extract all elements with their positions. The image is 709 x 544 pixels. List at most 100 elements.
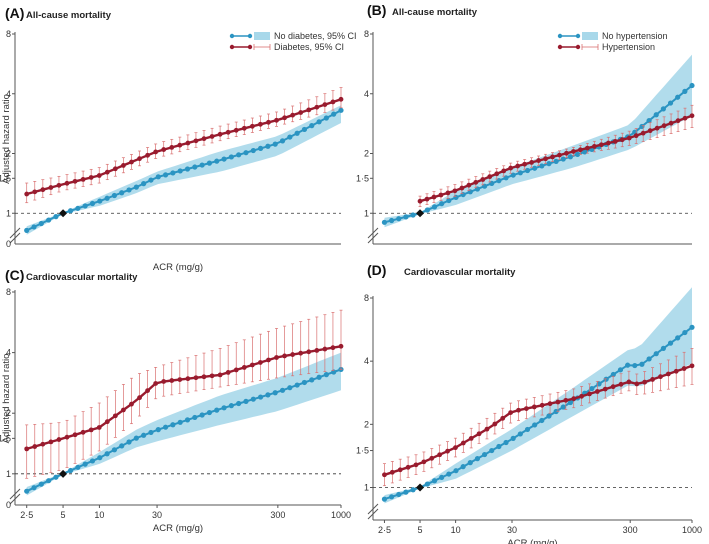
data-point [571, 149, 576, 154]
data-point [446, 471, 452, 477]
data-point [640, 130, 646, 136]
data-point [459, 185, 465, 191]
data-point [594, 389, 600, 394]
data-point [660, 106, 666, 112]
data-point [221, 156, 227, 162]
data-point [67, 208, 74, 214]
data-point [639, 123, 645, 130]
data-point [133, 184, 139, 190]
y-tick-label: 1 [364, 482, 369, 492]
y-tick-label: 8 [364, 29, 369, 39]
axis-break-mark [367, 508, 379, 520]
data-point [72, 432, 78, 438]
axis-break-mark [367, 503, 379, 515]
panel-label: (B) [367, 2, 386, 18]
data-point [619, 137, 625, 143]
data-point [177, 419, 183, 425]
reference-point-marker [416, 209, 425, 218]
legend-swatch-dot [575, 33, 581, 39]
data-point [170, 422, 176, 428]
reference-point-marker [416, 483, 425, 492]
x-axis-title: ACR (mg/g) [153, 262, 203, 273]
data-point [682, 115, 688, 121]
data-point [574, 151, 581, 157]
data-point [481, 451, 488, 458]
data-point [121, 407, 126, 413]
data-point [389, 217, 395, 224]
data-point [121, 163, 126, 168]
data-point [626, 135, 632, 141]
data-point [279, 387, 286, 393]
data-point [24, 446, 30, 452]
data-point [338, 107, 344, 113]
data-point [661, 123, 667, 129]
y-tick-label: 8 [6, 287, 11, 297]
data-point [474, 456, 481, 462]
x-tick-label: 2·5 [378, 525, 391, 535]
data-point [46, 217, 52, 223]
y-tick-label: 4 [364, 89, 369, 99]
data-point [330, 99, 336, 105]
data-point [453, 445, 458, 451]
panel-c: (C) Cardiovascular mortality 1 1·5 2 4 8 0 Adjus… [0, 267, 351, 534]
series-line [26, 345, 342, 451]
data-point [225, 129, 231, 135]
data-point [141, 432, 147, 438]
data-point [104, 195, 110, 201]
data-point [46, 478, 52, 484]
data-point [169, 378, 175, 383]
data-point [133, 435, 139, 441]
axis-break-mark [367, 232, 379, 244]
data-point [653, 112, 659, 118]
data-point [169, 144, 175, 150]
data-point [201, 136, 207, 142]
y-tick-label: 8 [364, 293, 369, 303]
data-point [250, 396, 256, 402]
data-point [539, 417, 545, 424]
data-point [338, 96, 344, 102]
data-point [330, 345, 336, 351]
data-point [137, 156, 142, 162]
data-point [97, 455, 103, 461]
data-point [126, 439, 132, 445]
data-point [658, 374, 663, 380]
data-point [453, 468, 459, 474]
series-line [384, 84, 693, 224]
data-point [445, 190, 451, 196]
data-point [642, 379, 648, 385]
data-point [298, 110, 304, 115]
y-tick-label: 2 [364, 149, 369, 159]
data-point [294, 130, 300, 136]
data-point [682, 329, 688, 336]
y-zero-label: 0 [6, 500, 11, 510]
data-point [665, 371, 671, 377]
data-point [145, 152, 150, 158]
legend-swatch-dot [229, 44, 235, 50]
data-point [626, 379, 632, 385]
data-point [241, 365, 247, 370]
data-point [571, 396, 577, 402]
data-point [560, 404, 566, 410]
data-point [646, 117, 652, 124]
data-point [193, 375, 199, 381]
data-point [148, 177, 154, 183]
y-tick-label: 2 [6, 149, 11, 159]
data-point [522, 161, 528, 167]
panel-title: Cardiovascular mortality [26, 272, 138, 283]
x-tick-label: 1000 [682, 525, 702, 535]
data-point [331, 111, 337, 117]
data-point [111, 192, 118, 199]
data-point [177, 142, 183, 148]
data-point [605, 140, 611, 146]
data-point [80, 177, 86, 182]
data-point [301, 379, 308, 386]
data-point [667, 340, 674, 346]
data-point [553, 158, 559, 164]
data-point [241, 125, 247, 131]
data-point [97, 198, 103, 204]
data-point [489, 447, 495, 454]
data-point [487, 174, 493, 180]
data-point [233, 127, 239, 133]
data-point [460, 464, 466, 470]
legend-swatch-dot [557, 44, 563, 50]
